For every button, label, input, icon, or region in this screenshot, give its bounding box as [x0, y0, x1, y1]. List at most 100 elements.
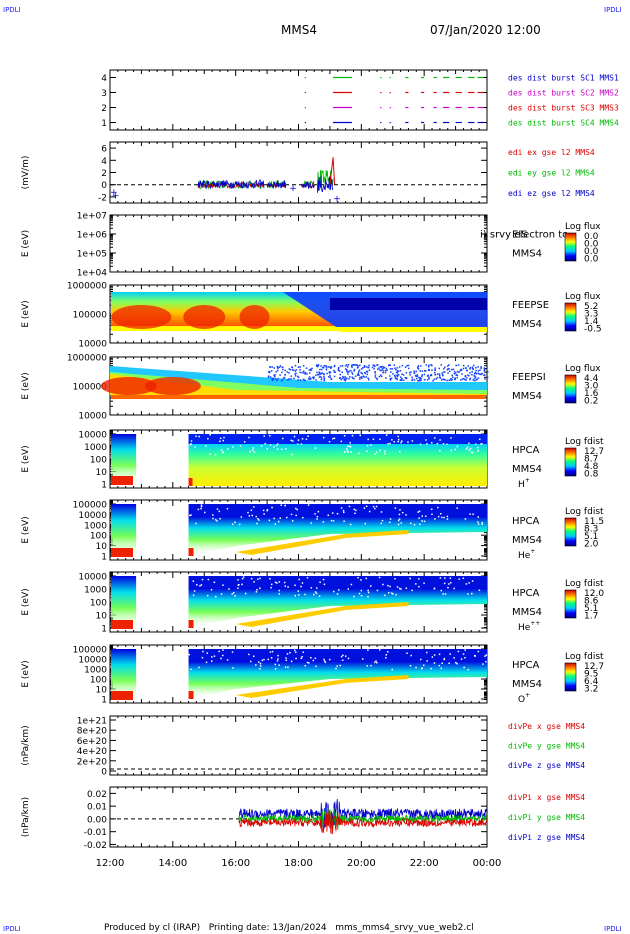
feepsi-speckle: [319, 375, 322, 378]
hpca-speckle: [222, 439, 225, 442]
hpca-speckle: [331, 512, 334, 514]
feepsi-speckle: [279, 365, 282, 367]
feepsi-speckle: [271, 379, 274, 381]
y-tick-label: 1e+05: [77, 250, 107, 260]
feepsi-speckle: [272, 378, 274, 381]
feepsi-speckle: [351, 366, 353, 369]
legend-entry: des dist burst SC4 MMS4: [508, 119, 619, 128]
y-tick-label: 100: [90, 532, 107, 542]
hpca-speckle: [405, 514, 407, 516]
feepsi-speckle: [454, 377, 457, 379]
feepsi-speckle: [322, 373, 325, 375]
hpca-speckle: [333, 590, 335, 593]
hpca-speckle: [219, 440, 221, 443]
hpca-speckle: [289, 651, 291, 654]
feepsi-speckle: [443, 371, 445, 373]
feepsi-speckle: [486, 370, 489, 373]
hpca-speckle: [480, 443, 482, 445]
hpca-speckle: [295, 657, 297, 660]
hpca-speckle: [232, 592, 235, 594]
hpca-speckle: [342, 509, 345, 512]
hpca-speckle: [332, 438, 334, 440]
spacecraft-label: MMS4: [512, 607, 542, 618]
feepsi-speckle: [269, 376, 272, 378]
hpca-speckle: [199, 585, 201, 587]
hpca-speckle: [219, 517, 221, 520]
hpca-speckle: [460, 658, 463, 660]
hpca-red: [188, 548, 194, 556]
hpca-speckle: [277, 520, 280, 523]
hpca-speckle: [190, 440, 193, 442]
feepsi-speckle: [337, 368, 340, 370]
feepsi-speckle: [471, 366, 474, 369]
hpca-speckle: [319, 581, 321, 583]
feepsi-speckle: [456, 374, 458, 377]
feepsi-speckle: [288, 368, 291, 370]
feepsi-speckle: [268, 371, 271, 374]
spacecraft-label: MMS4: [512, 391, 542, 402]
feepsi-speckle: [420, 377, 423, 380]
feepsi-speckle: [420, 365, 422, 367]
hpca-speckle: [394, 507, 397, 509]
hpca-speckle: [397, 435, 399, 438]
hpca-speckle: [200, 584, 203, 586]
hpca-speckle: [398, 587, 401, 590]
hpca-speckle: [315, 592, 318, 595]
hpca-early-low: [111, 476, 133, 485]
hpca-speckle: [364, 522, 367, 525]
instrument-label: FEEPSE: [512, 300, 549, 311]
feepsi-speckle: [423, 373, 426, 376]
hpca-speckle: [453, 657, 455, 659]
feepsi-speckle: [438, 367, 441, 370]
feepsi-speckle: [284, 369, 286, 372]
feepsi-speckle: [328, 372, 331, 374]
hpca-speckle: [374, 661, 376, 664]
hpca-speckle: [189, 444, 192, 446]
y-tick-label: 3: [101, 89, 107, 99]
hpca-speckle: [420, 658, 422, 661]
feepsi-speckle: [461, 378, 464, 380]
hpca-speckle: [205, 445, 207, 447]
hpca-speckle: [308, 662, 310, 664]
hpca-speckle: [464, 518, 467, 520]
feepsi-speckle: [281, 366, 284, 369]
feepsi-speckle: [450, 379, 452, 382]
colorbar: [564, 662, 577, 692]
hpca-speckle: [339, 664, 341, 667]
hpca-speckle: [418, 517, 420, 519]
hpca-speckle: [379, 449, 381, 452]
hpca-speckle: [194, 446, 196, 448]
feepsi-speckle: [450, 378, 452, 380]
feepsi-speckle: [377, 368, 379, 371]
x-tick-label: 22:00: [410, 858, 439, 869]
hpca-speckle: [259, 665, 262, 667]
feepsi-speckle: [436, 376, 439, 379]
hpca-speckle: [378, 649, 381, 651]
feepsi-speckle: [350, 365, 353, 367]
hpca-red: [188, 691, 194, 699]
feepsi-speckle: [390, 371, 392, 373]
feepsi-speckle: [346, 369, 348, 371]
feepsi-speckle: [356, 364, 358, 366]
hpca-speckle: [259, 577, 261, 580]
hpca-speckle: [391, 668, 393, 671]
feepsi-speckle: [430, 374, 433, 377]
hpca-speckle: [437, 515, 440, 518]
hpca-speckle: [274, 663, 277, 666]
hpca-speckle: [477, 449, 480, 452]
hpca-speckle: [438, 653, 441, 656]
instrument-label: EIS: [512, 230, 528, 241]
colorbar-tick-label: 5.1: [584, 532, 598, 542]
hpca-speckle: [243, 441, 246, 443]
hpca-speckle: [304, 664, 306, 667]
feepsi-speckle: [456, 370, 459, 373]
hpca-speckle: [222, 451, 224, 453]
hpca-speckle: [482, 663, 484, 665]
hpca-speckle: [293, 649, 296, 652]
feepsi-speckle: [282, 368, 284, 371]
hpca-speckle: [239, 445, 242, 447]
hpca-speckle: [247, 511, 249, 514]
feepsi-speckle: [333, 375, 336, 378]
feepsi-speckle: [389, 364, 391, 367]
feepsi-speckle: [483, 367, 486, 369]
